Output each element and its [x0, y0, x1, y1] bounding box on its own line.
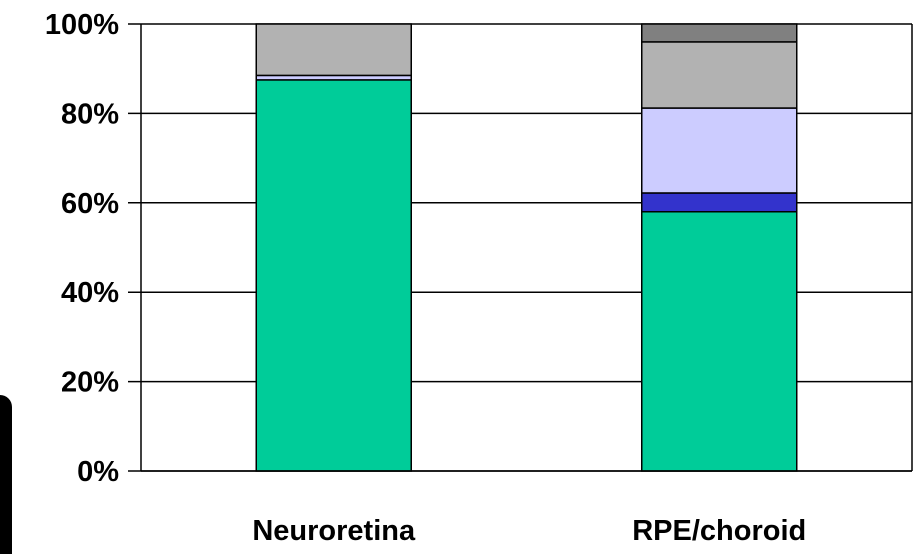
y-tick-label: 40% — [61, 277, 119, 309]
y-tick-label: 60% — [61, 188, 119, 220]
y-tick-label: 80% — [61, 98, 119, 130]
bars — [255, 23, 798, 472]
bar-segment — [255, 23, 412, 77]
y-tick-labels: 0% 20% 40% 60% 80% 100% — [45, 9, 119, 488]
y-tick-label: 100% — [45, 9, 119, 41]
bar-segment — [641, 107, 798, 194]
x-category-label: RPE/choroid — [632, 515, 806, 547]
bar-segment — [255, 79, 412, 472]
bar-segment — [641, 192, 798, 213]
bar-segment — [641, 41, 798, 109]
bar-segment — [641, 23, 798, 43]
bar-segment — [641, 210, 798, 472]
x-category-label: Neuroretina — [252, 515, 416, 547]
y-tick-label: 0% — [77, 456, 119, 488]
x-category-labels: Neuroretina RPE/choroid — [252, 515, 806, 547]
decorative-side-shape — [0, 395, 12, 554]
y-tick-label: 20% — [61, 367, 119, 399]
axes — [140, 24, 913, 472]
